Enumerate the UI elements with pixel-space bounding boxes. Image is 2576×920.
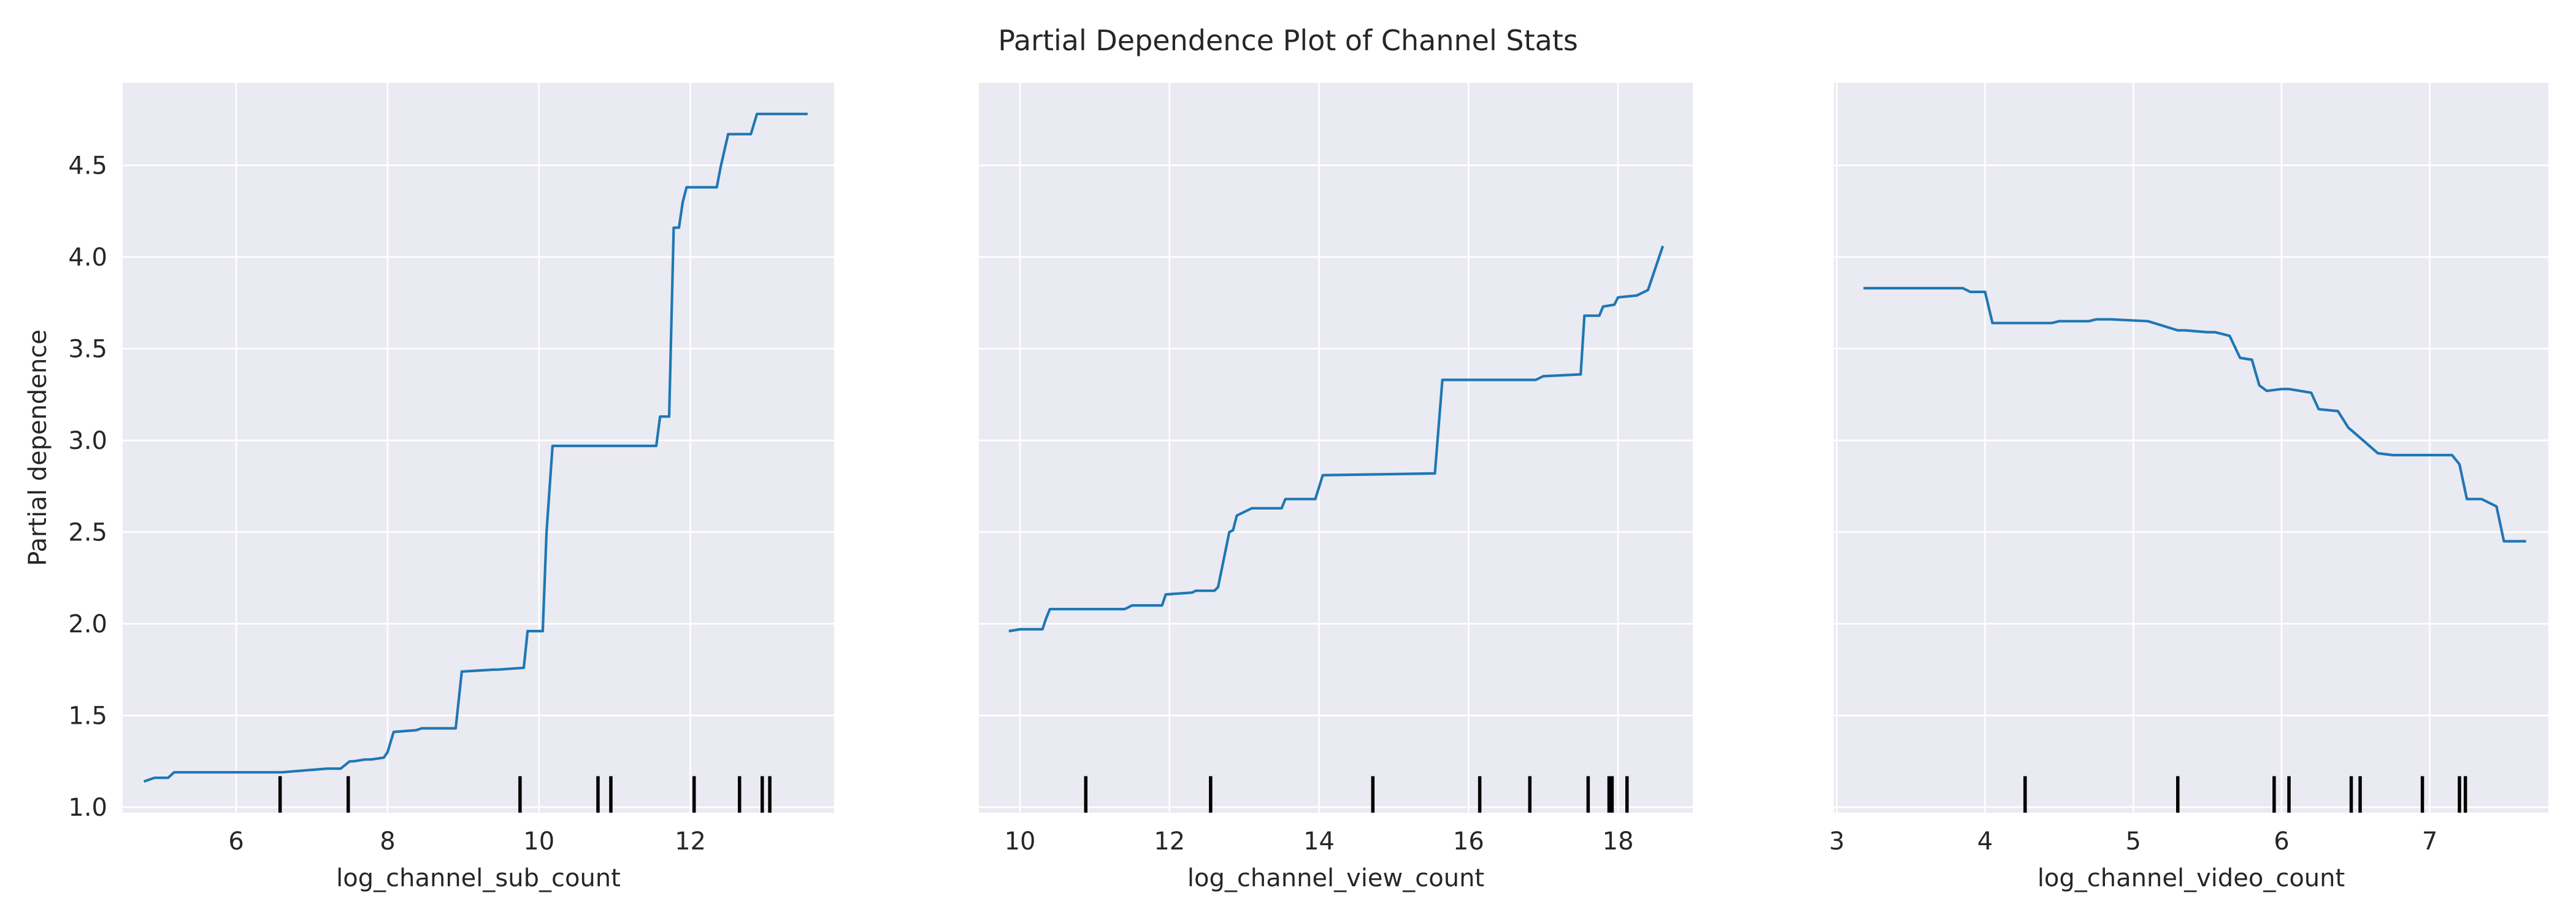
y-tick-label: 3.0 xyxy=(68,427,107,455)
x-tick-label: 8 xyxy=(380,827,395,856)
x-tick-label: 16 xyxy=(1453,827,1484,856)
y-axis-label: Partial dependence xyxy=(24,329,52,566)
y-tick-label: 2.5 xyxy=(68,519,107,547)
x-tick-label: 12 xyxy=(1154,827,1185,856)
x-tick-label: 14 xyxy=(1303,827,1335,856)
y-tick-label: 1.5 xyxy=(68,702,107,730)
x-tick-label: 5 xyxy=(2126,827,2141,856)
x-axis-label: log_channel_sub_count xyxy=(336,864,621,892)
pd-line-video-count xyxy=(1863,286,2526,543)
subplot-video-count: 3 4 5 6 7 log_channel_video_count xyxy=(1829,83,2548,892)
plot-area xyxy=(1834,83,2548,813)
x-tick-label: 3 xyxy=(1829,827,1844,856)
y-tick-label: 1.0 xyxy=(68,794,107,822)
x-axis-label: log_channel_view_count xyxy=(1187,864,1484,892)
x-tick-label: 7 xyxy=(2422,827,2437,856)
y-tick-label: 4.0 xyxy=(68,243,107,272)
x-axis-label: log_channel_video_count xyxy=(2037,864,2345,892)
y-tick-label: 3.5 xyxy=(68,335,107,364)
subplot-sub-count: 6 8 10 12 1.0 1.5 2.0 2.5 3.0 3.5 4.0 4.5 log_channe… xyxy=(24,83,834,892)
y-tick-label: 4.5 xyxy=(68,152,107,180)
pd-line-view-count xyxy=(1008,245,1665,633)
x-tick-label: 4 xyxy=(1977,827,1993,856)
x-tick-label: 18 xyxy=(1603,827,1634,856)
x-tick-label: 6 xyxy=(2274,827,2289,856)
x-tick-label: 6 xyxy=(228,827,243,856)
x-tick-label: 10 xyxy=(523,827,554,856)
y-tick-label: 2.0 xyxy=(68,610,107,638)
x-tick-label: 12 xyxy=(675,827,706,856)
plot-area xyxy=(123,83,834,813)
x-tick-label: 10 xyxy=(1005,827,1036,856)
plot-area xyxy=(979,83,1693,813)
pd-line-sub-count xyxy=(143,112,808,783)
subplot-view-count: 10 12 14 16 18 log_channel_view_count xyxy=(979,83,1693,892)
figure-title: Partial Dependence Plot of Channel Stats xyxy=(998,24,1578,57)
